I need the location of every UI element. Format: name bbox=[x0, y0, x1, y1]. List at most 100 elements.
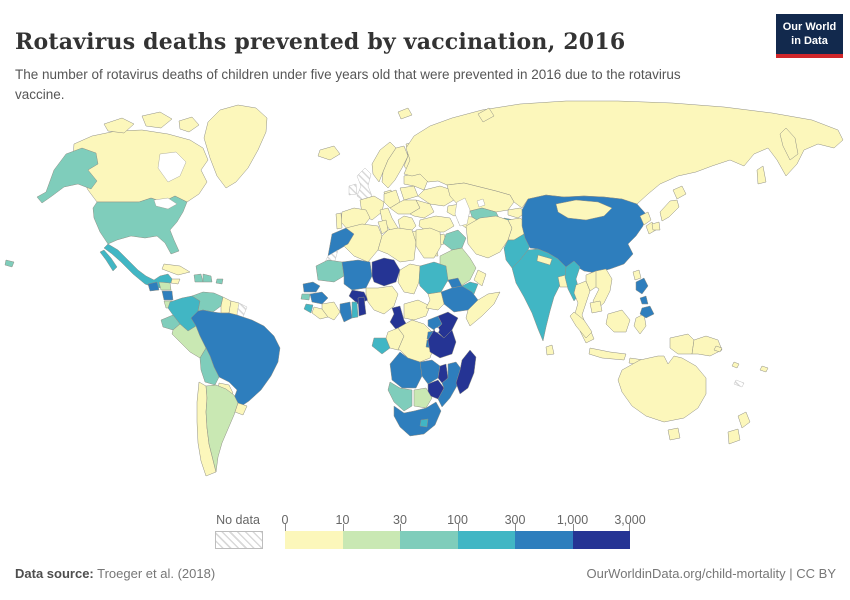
country-papua-new-guinea[interactable] bbox=[691, 335, 723, 357]
country-mexico-baja[interactable] bbox=[99, 249, 118, 272]
country-nicaragua[interactable] bbox=[161, 290, 174, 301]
country-south-africa[interactable] bbox=[393, 401, 442, 437]
country-usa-alaska[interactable] bbox=[36, 147, 99, 204]
country-niger[interactable] bbox=[371, 257, 401, 287]
country-somalia[interactable] bbox=[465, 291, 501, 327]
region-romania-bulgaria[interactable] bbox=[409, 199, 435, 219]
country-cote-divoire[interactable] bbox=[321, 301, 341, 321]
country-uganda[interactable] bbox=[427, 315, 443, 331]
country-guinea[interactable] bbox=[309, 291, 329, 305]
country-algeria[interactable] bbox=[343, 223, 383, 263]
country-egypt[interactable] bbox=[415, 227, 442, 259]
country-senegal[interactable] bbox=[302, 281, 321, 293]
country-new-zealand-north[interactable] bbox=[737, 411, 751, 429]
country-iraq[interactable] bbox=[442, 229, 467, 251]
country-guinea-bissau[interactable] bbox=[300, 293, 311, 301]
country-japan-kyushu[interactable] bbox=[651, 221, 661, 231]
country-tanzania[interactable] bbox=[427, 329, 457, 359]
country-cuba[interactable] bbox=[161, 263, 191, 276]
country-russia-sakhalin[interactable] bbox=[756, 165, 767, 185]
country-venezuela[interactable] bbox=[191, 291, 224, 313]
country-indonesia-west-papua[interactable] bbox=[669, 333, 695, 355]
country-sweden[interactable] bbox=[381, 145, 409, 189]
country-sierra-leone[interactable] bbox=[303, 303, 314, 314]
country-ireland[interactable] bbox=[348, 183, 358, 196]
country-togo[interactable] bbox=[351, 301, 359, 319]
country-indonesia-java[interactable] bbox=[588, 347, 627, 361]
country-new-caledonia[interactable] bbox=[733, 379, 745, 388]
country-french-guiana[interactable] bbox=[236, 302, 248, 318]
legend-swatch-1000-3000[interactable] bbox=[572, 531, 630, 549]
country-honduras[interactable] bbox=[158, 281, 172, 291]
country-madagascar[interactable] bbox=[455, 349, 477, 395]
country-greenland[interactable] bbox=[203, 104, 268, 189]
country-sudan[interactable] bbox=[418, 261, 449, 295]
country-mozambique[interactable] bbox=[437, 361, 463, 408]
legend-swatch-10-30[interactable] bbox=[342, 531, 400, 549]
country-indonesia-borneo[interactable] bbox=[605, 309, 631, 333]
country-mongolia[interactable] bbox=[555, 199, 613, 221]
country-china[interactable] bbox=[521, 194, 647, 274]
country-mauritania[interactable] bbox=[315, 259, 345, 283]
country-fiji[interactable] bbox=[759, 365, 769, 373]
country-solomon-islands[interactable] bbox=[713, 345, 723, 353]
country-japan-hokkaido[interactable] bbox=[672, 185, 687, 200]
country-angola[interactable] bbox=[389, 351, 423, 389]
country-united-kingdom[interactable] bbox=[356, 167, 373, 202]
country-russia-kamchatka[interactable] bbox=[779, 127, 799, 161]
country-central-african-republic[interactable] bbox=[403, 299, 431, 321]
legend-swatch-100-300[interactable] bbox=[457, 531, 515, 549]
legend-swatch-300-1000[interactable] bbox=[515, 531, 573, 549]
no-data-swatch[interactable] bbox=[215, 531, 263, 549]
country-usa-hawaii[interactable] bbox=[4, 259, 15, 268]
country-gabon[interactable] bbox=[371, 337, 391, 355]
country-benin[interactable] bbox=[357, 296, 367, 317]
country-jamaica[interactable] bbox=[170, 278, 181, 285]
country-lesotho[interactable] bbox=[419, 418, 429, 428]
country-sri-lanka[interactable] bbox=[545, 344, 555, 356]
country-drc[interactable] bbox=[397, 319, 435, 363]
country-nepal[interactable] bbox=[536, 254, 553, 266]
legend-swatch-30-100[interactable] bbox=[400, 531, 458, 549]
country-canada-arctic-1[interactable] bbox=[103, 117, 135, 134]
country-philippines-luzon[interactable] bbox=[635, 277, 649, 295]
country-poland[interactable] bbox=[399, 185, 419, 201]
country-south-sudan[interactable] bbox=[425, 291, 445, 311]
country-dominican-republic[interactable] bbox=[202, 273, 213, 283]
owid-link[interactable]: OurWorldinData.org/child-mortality | CC … bbox=[586, 566, 837, 581]
owid-logo[interactable]: Our World in Data bbox=[776, 14, 843, 58]
country-new-zealand-south[interactable] bbox=[727, 428, 741, 445]
legend-swatch-0-10[interactable] bbox=[285, 531, 343, 549]
country-oman[interactable] bbox=[473, 269, 487, 287]
country-libya[interactable] bbox=[377, 227, 417, 263]
country-russia-novaya-zemlya[interactable] bbox=[477, 107, 495, 123]
country-vanuatu[interactable] bbox=[731, 361, 740, 369]
country-mali[interactable] bbox=[341, 259, 373, 291]
country-namibia[interactable] bbox=[387, 381, 413, 412]
country-indonesia-sumatra[interactable] bbox=[569, 311, 593, 339]
country-iceland[interactable] bbox=[317, 145, 341, 161]
country-argentina[interactable] bbox=[205, 384, 239, 473]
country-nigeria[interactable] bbox=[365, 285, 399, 315]
country-norway-svalbard[interactable] bbox=[397, 107, 413, 120]
country-canada-arctic-2[interactable] bbox=[141, 111, 173, 129]
country-canada-arctic-3[interactable] bbox=[178, 116, 200, 133]
country-canada[interactable] bbox=[72, 129, 209, 203]
country-chad[interactable] bbox=[397, 263, 421, 295]
country-ghana[interactable] bbox=[339, 301, 353, 323]
country-japan-honshu[interactable] bbox=[659, 199, 680, 222]
country-liberia[interactable] bbox=[311, 306, 329, 320]
country-north-korea[interactable] bbox=[639, 211, 652, 226]
country-taiwan[interactable] bbox=[632, 269, 642, 281]
country-turkey[interactable] bbox=[418, 215, 455, 233]
country-portugal[interactable] bbox=[335, 212, 343, 230]
country-cambodia[interactable] bbox=[589, 300, 603, 314]
country-australia-tasmania[interactable] bbox=[667, 427, 681, 441]
country-ukraine[interactable] bbox=[417, 185, 455, 207]
country-botswana[interactable] bbox=[413, 387, 433, 409]
country-australia[interactable] bbox=[617, 355, 707, 423]
country-guatemala[interactable] bbox=[147, 281, 160, 292]
country-puerto-rico[interactable] bbox=[215, 278, 224, 285]
country-uruguay[interactable] bbox=[234, 402, 248, 416]
country-philippines-visayas[interactable] bbox=[639, 295, 649, 305]
